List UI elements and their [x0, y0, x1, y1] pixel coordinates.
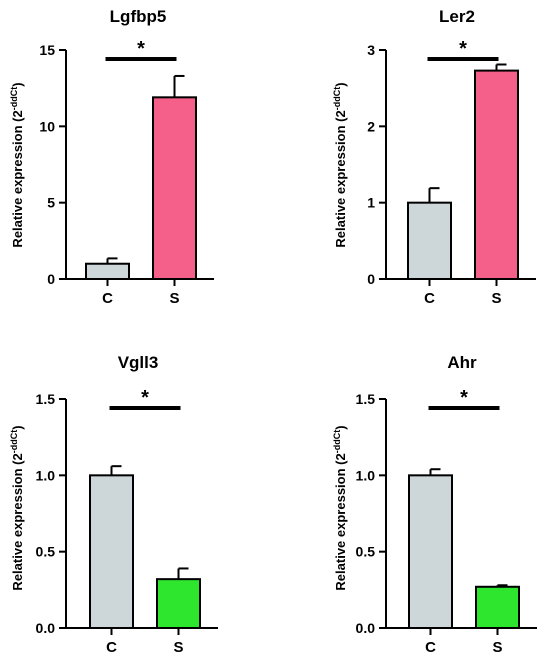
- y-tick-label: 0.0: [356, 620, 376, 636]
- chart-panel-ler2: Ler2 Relative expression (2-ddCt) 0 1 2 3 C S *: [332, 7, 536, 307]
- x-tick-label: S: [169, 290, 179, 307]
- y-tick-label: 1: [367, 195, 375, 211]
- bar-s: [152, 96, 197, 281]
- chart-panel-ahr: Ahr Relative expression (2-ddCt) 0.0 0.5 1.0…: [332, 353, 537, 656]
- y-tick-label: 0: [367, 271, 375, 287]
- bar-c: [407, 201, 452, 281]
- bar-c: [408, 474, 453, 630]
- x-tick-label: S: [492, 639, 502, 656]
- y-tick-label: 10: [39, 118, 55, 134]
- chart-panel-lgfbp5: Lgfbp5 Relative expression (2-ddCt) 0 5 10 15…: [9, 7, 214, 307]
- y-axis-label: Relative expression (2-ddCt): [332, 82, 348, 247]
- significance-star: *: [459, 38, 467, 60]
- significance-star: *: [460, 387, 468, 409]
- y-tick-label: 15: [39, 42, 55, 58]
- y-tick-label: 0.5: [36, 544, 56, 560]
- y-tick-label: 0.0: [36, 620, 56, 636]
- y-tick-label: 1.5: [36, 391, 56, 407]
- y-tick-label: 1.5: [356, 391, 376, 407]
- y-axis-label: Relative expression (2-ddCt): [9, 82, 25, 247]
- y-axis-label: Relative expression (2-ddCt): [9, 425, 25, 590]
- bar-s: [474, 69, 519, 280]
- x-tick-label: S: [173, 639, 183, 656]
- x-tick-label: C: [102, 290, 113, 307]
- bar-s: [475, 585, 520, 630]
- y-tick-label: 0: [47, 271, 55, 287]
- x-tick-label: C: [424, 290, 435, 307]
- y-axis-label: Relative expression (2-ddCt): [332, 425, 348, 590]
- bar-s: [156, 578, 201, 629]
- x-tick-label: C: [106, 639, 117, 656]
- x-tick-label: S: [491, 290, 501, 307]
- chart-title: Ler2: [439, 7, 475, 26]
- y-tick-label: 0.5: [356, 544, 376, 560]
- y-tick-label: 1.0: [356, 467, 376, 483]
- y-tick-label: 1.0: [36, 467, 56, 483]
- significance-star: *: [141, 387, 149, 409]
- bar-c: [85, 262, 130, 281]
- chart-title: Lgfbp5: [110, 7, 167, 26]
- y-tick-label: 5: [47, 195, 55, 211]
- chart-panel-vgll3: Vgll3 Relative expression (2-ddCt) 0.0 0.5 1…: [9, 353, 218, 656]
- x-tick-label: C: [425, 639, 436, 656]
- y-tick-label: 3: [367, 42, 375, 58]
- chart-title: Vgll3: [118, 353, 159, 372]
- bar-c: [89, 474, 134, 630]
- y-tick-label: 2: [367, 118, 375, 134]
- chart-title: Ahr: [447, 353, 477, 372]
- significance-star: *: [137, 38, 145, 60]
